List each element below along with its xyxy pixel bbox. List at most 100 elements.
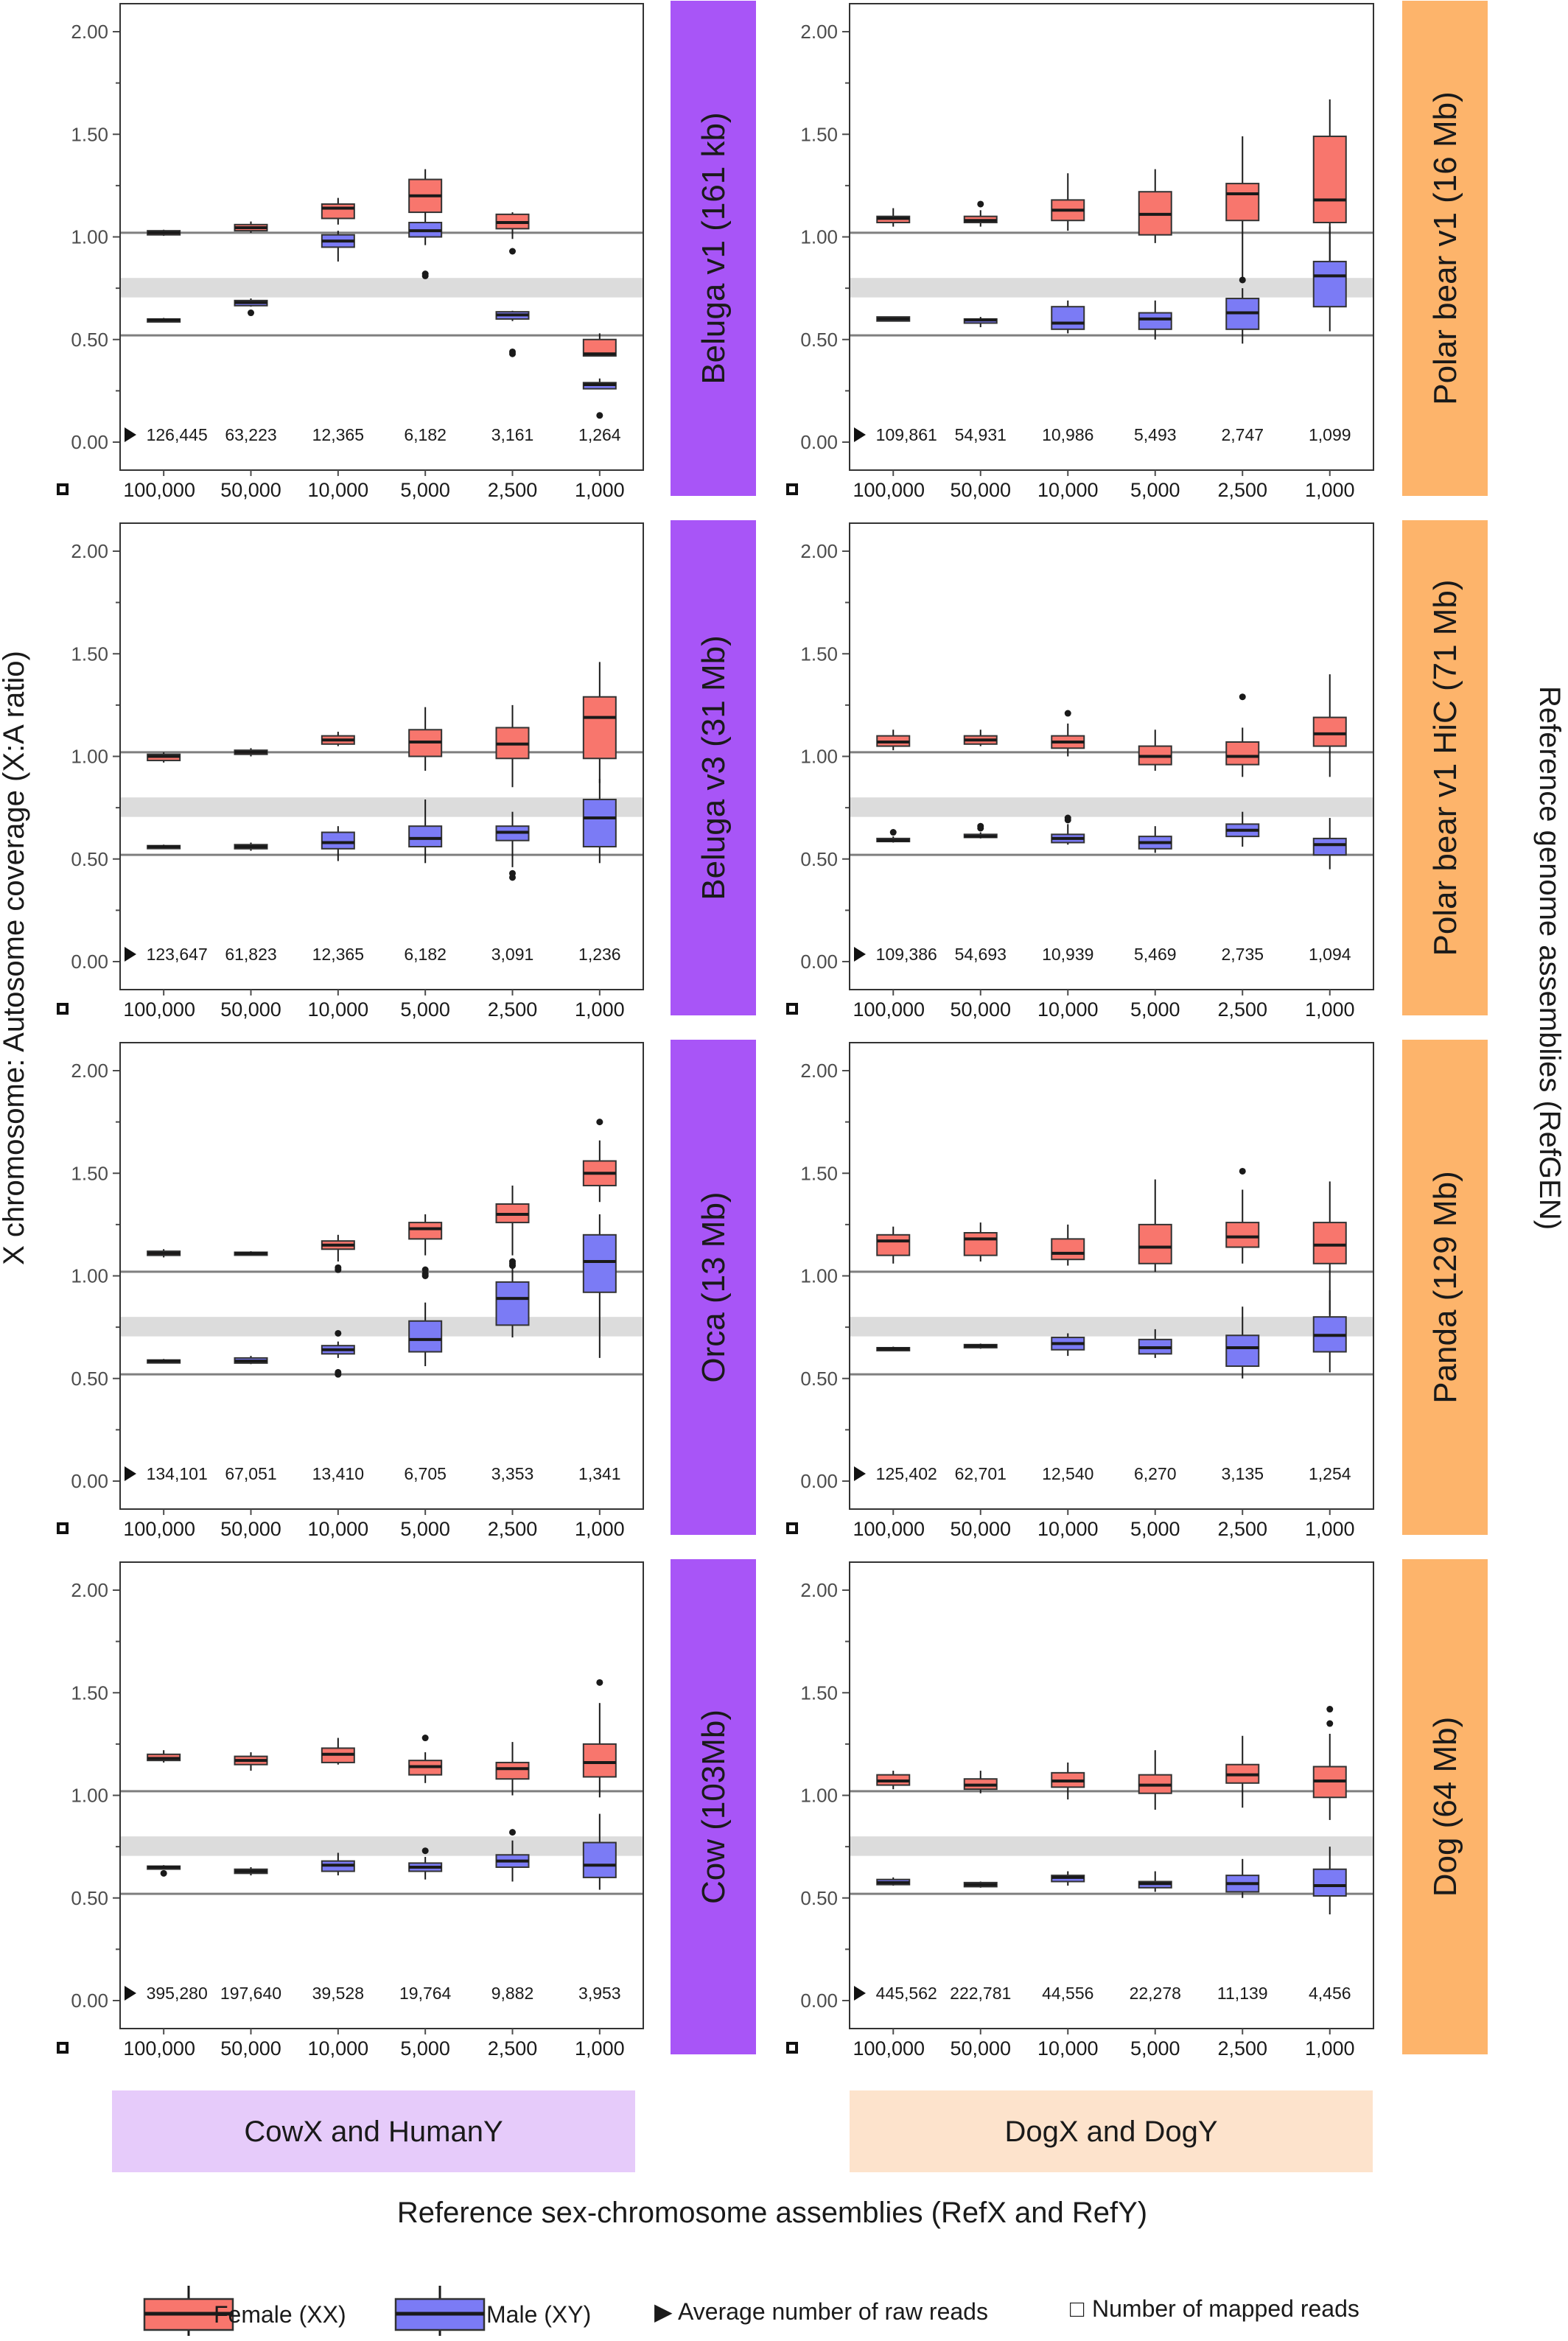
y-tick-label: 0.50 [71,1368,108,1390]
y-tick-label: 0.00 [800,1990,838,2012]
raw-reads-label: 134,101 [147,1464,208,1483]
y-tick-label: 0.50 [71,329,108,351]
raw-reads-marker [125,427,136,442]
panel-6: 0.00 0.50 1.00 1.50 2.00 395,280 197,640 39,528… [57,1559,756,2060]
x-tick-label: 10,000 [308,479,369,501]
facet-strip-label: Polar bear v1 (16 Mb) [1427,91,1463,405]
raw-reads-label: 11,139 [1217,1984,1268,2003]
x-tick-label: 10,000 [1037,2037,1099,2060]
raw-reads-marker [854,1466,866,1481]
raw-reads-label: 1,264 [578,425,621,444]
legend-raw-symbol: ▶ [654,2298,673,2325]
y-tick-label: 2.00 [71,540,108,562]
legend-mapped-symbol: □ [1070,2295,1085,2322]
x-tick-label: 100,000 [853,998,925,1021]
box-female [1312,136,1347,224]
facet-strip-label: Polar bear v1 HiC (71 Mb) [1427,579,1463,956]
facet-strip [1402,1,1488,496]
facet-strip [1402,520,1488,1015]
x-tick-label: 5,000 [1130,479,1180,501]
x-tick-label: 10,000 [308,2037,369,2060]
x-tick-label: 2,500 [488,998,538,1021]
outlier-point [248,309,254,317]
facet-strip [671,520,756,1015]
mapped-reads-marker [786,1522,798,1534]
x-tick-label: 5,000 [1130,2037,1180,2060]
raw-reads-label: 6,270 [1134,1464,1177,1483]
outlier-point [509,248,516,255]
raw-reads-label: 22,278 [1130,1984,1181,2003]
outlier-point [160,1869,167,1877]
box-male [582,1841,617,1878]
x-axis-title: Reference sex-chromosome assemblies (Ref… [397,2197,1147,2229]
expected-ratio-band [120,1836,643,1856]
y-tick-label: 1.00 [71,746,108,768]
right-axis-title: Reference genome assemblies (RefGEN) [1533,686,1566,1230]
raw-reads-marker [125,1466,136,1481]
outlier-point [509,874,516,881]
expected-ratio-band [120,797,643,817]
y-tick-label: 0.00 [71,951,108,973]
legend-female-label: Female (XX) [214,2301,346,2328]
plot-frame [849,522,1374,990]
mapped-reads-marker [57,483,69,495]
box-female [1225,1222,1260,1248]
facet-strip [671,1040,756,1535]
raw-reads-label: 3,135 [1221,1464,1264,1483]
x-tick-label: 5,000 [1130,998,1180,1021]
y-tick-label: 0.50 [800,848,838,870]
raw-reads-label: 9,882 [491,1984,534,2003]
x-tick-label: 5,000 [400,998,450,1021]
raw-reads-label: 62,701 [955,1464,1007,1483]
box-female [1225,741,1260,766]
mapped-reads-marker [786,2042,798,2054]
y-tick-label: 1.00 [800,1785,838,1807]
plot-frame [119,522,644,990]
mapped-reads-marker [57,1003,69,1015]
box-male [1225,1334,1260,1368]
y-tick-label: 0.50 [71,1887,108,1909]
raw-reads-label: 5,469 [1134,945,1177,964]
x-tick-label: 1,000 [1305,479,1355,501]
x-tick-label: 1,000 [1305,1518,1355,1540]
y-tick-label: 1.50 [800,643,838,665]
raw-reads-label: 63,223 [225,425,276,444]
expected-ratio-band [120,278,643,298]
x-tick-label: 50,000 [950,1518,1011,1540]
facet-strip-label: Cow (103Mb) [696,1710,732,1904]
outlier-point [1326,1720,1334,1727]
x-tick-label: 100,000 [853,2037,925,2060]
mapped-reads-marker [786,483,798,495]
x-tick-label: 50,000 [220,479,281,501]
plot-background [850,523,1373,990]
plot-frame [849,1042,1374,1510]
box-female [495,1761,530,1780]
raw-reads-label: 61,823 [225,945,276,964]
y-tick-label: 0.00 [800,431,838,453]
raw-reads-label: 10,939 [1042,945,1093,964]
box-female [963,1232,998,1256]
raw-reads-label: 2,747 [1221,425,1264,444]
legend-mapped-label: Number of mapped reads [1092,2295,1359,2322]
raw-reads-label: 1,254 [1309,1464,1351,1483]
y-tick-label: 1.50 [800,123,838,145]
x-tick-label: 2,500 [1217,479,1267,501]
plot-background [120,4,643,470]
box-male [1312,260,1347,308]
raw-reads-label: 395,280 [147,1984,208,2003]
x-tick-label: 100,000 [123,479,195,501]
mapped-reads-marker [57,1522,69,1534]
y-tick-label: 0.50 [800,1368,838,1390]
facet-strip-label: Beluga v1 (161 kb) [696,112,732,384]
group-left-bg [112,2090,635,2172]
box-female [1312,1222,1347,1264]
raw-reads-label: 54,693 [955,945,1007,964]
raw-reads-marker [854,1986,866,2001]
facet-strip [1402,1559,1488,2054]
raw-reads-label: 12,365 [312,425,364,444]
outlier-point [335,1266,342,1273]
panel-3: 0.00 0.50 1.00 1.50 2.00 109,386 54,693 10,939 5… [786,520,1488,1021]
outlier-point [509,1829,516,1836]
y-tick-label: 1.00 [800,746,838,768]
